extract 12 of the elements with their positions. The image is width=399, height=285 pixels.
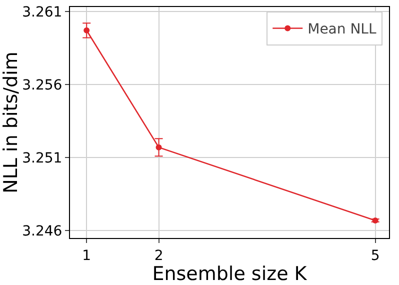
x-axis-title: Ensemble size K	[152, 263, 308, 285]
y-tick-label: 3.246	[22, 224, 62, 240]
x-tick-label: 2	[154, 248, 164, 264]
y-tick-label: 3.256	[22, 77, 62, 94]
point	[84, 27, 90, 34]
x-tick-label: 1	[82, 248, 92, 264]
y-axis-title: NLL in bits/dim	[0, 52, 22, 194]
x-tick-label: 5	[370, 248, 380, 264]
legend-label: Mean NLL	[308, 22, 376, 38]
point	[156, 144, 162, 150]
y-tick-label: 3.261	[22, 4, 62, 20]
y-tick-label: 3.251	[22, 150, 62, 166]
